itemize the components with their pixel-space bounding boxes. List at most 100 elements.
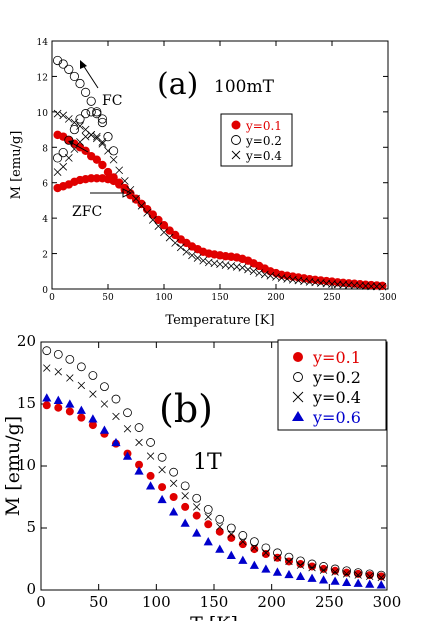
point-b-y06 (284, 569, 294, 579)
point-b-y02 (146, 438, 155, 447)
point-b-y04 (54, 368, 62, 376)
point-b-y04 (43, 364, 51, 372)
point-a-y02 (109, 146, 119, 156)
point-b-y06 (215, 544, 225, 553)
point-b-y01 (88, 421, 97, 430)
panel-a-y-tick-label: 4 (42, 215, 48, 225)
point-a-y02 (92, 107, 102, 117)
point-b-y02 (342, 566, 352, 576)
point-b-y02 (273, 548, 282, 558)
point-b-y06 (238, 555, 248, 564)
point-a-y02 (58, 59, 68, 69)
point-a-y02 (81, 87, 91, 97)
point-b-y04 (296, 561, 305, 569)
point-a-y04 (115, 166, 124, 175)
point-b-y02 (192, 493, 202, 503)
point-b-y01 (204, 520, 213, 529)
point-b-y01 (158, 483, 167, 492)
point-a-y04 (188, 251, 196, 260)
point-b-y04 (319, 566, 328, 574)
point-b-y04 (331, 568, 339, 576)
point-b-y02 (42, 346, 52, 356)
point-b-y04 (77, 381, 86, 390)
point-b-y04 (366, 572, 374, 581)
point-b-y01 (319, 564, 328, 573)
point-b-y04 (250, 544, 259, 552)
legend-a-y01-marker (231, 120, 241, 130)
point-a-y02 (86, 96, 96, 106)
point-b-y04 (89, 390, 97, 398)
point-b-y06 (203, 537, 213, 546)
point-b-y01 (42, 401, 51, 410)
point-b-y01 (181, 502, 190, 511)
panel-b-y-tick-label: 20 (17, 332, 36, 350)
point-a-y02 (69, 124, 80, 135)
point-b-y06 (261, 564, 271, 573)
panel-a-x-tick-label: 200 (267, 293, 284, 303)
panel-a-y-tick-label: 14 (37, 38, 49, 48)
point-b-y02 (134, 423, 144, 432)
point-a-y01 (103, 167, 113, 177)
point-a-y02 (64, 64, 74, 74)
legend-a-y04-label: y=0.4 (245, 149, 282, 163)
point-a-y02 (75, 114, 85, 124)
panel-a: 0 50 100 150 200 250 300 0 2 4 6 8 10 12 14 Temperatur… (9, 38, 397, 328)
point-b-y06 (122, 451, 133, 460)
point-a-y04 (171, 239, 180, 247)
panel-b-y-tick-label: 15 (17, 394, 36, 412)
panel-a-legend: y=0.1 y=0.2 y=0.4 (220, 113, 293, 167)
point-a-y02 (52, 55, 63, 66)
legend-b-y02-label: y=0.2 (312, 368, 361, 387)
point-a-y04 (64, 154, 73, 162)
point-a-y04 (76, 122, 84, 130)
panel-a-y-tick-label: 8 (42, 144, 48, 154)
panel-a-y-tick-label: 2 (42, 251, 48, 261)
point-a-y04 (176, 243, 185, 252)
point-b-y01 (65, 407, 74, 416)
point-b-y02 (376, 570, 386, 580)
panel-a-marks (52, 55, 387, 291)
point-a-y04 (53, 109, 62, 118)
point-a-y04 (193, 254, 202, 262)
point-b-y01 (169, 493, 178, 501)
fc-arrow-secondary-icon (68, 140, 89, 153)
point-b-y06 (65, 399, 75, 408)
panel-a-y-tick-label: 0 (42, 286, 48, 296)
point-b-y04 (354, 571, 362, 579)
zfc-annotation: ZFC (72, 204, 102, 220)
point-a-y04 (378, 282, 387, 291)
point-b-y02 (111, 394, 121, 404)
point-b-y01 (342, 568, 351, 577)
panel-b-y-tick-label: 10 (17, 456, 36, 474)
point-b-y02 (353, 568, 363, 578)
point-a-y04 (199, 256, 208, 265)
point-b-y01 (135, 460, 144, 469)
point-a-y04 (154, 222, 163, 230)
point-b-y02 (157, 452, 167, 462)
point-b-y01 (296, 559, 305, 568)
point-b-y04 (262, 549, 270, 557)
panel-b-x-tick-label: 200 (257, 593, 286, 611)
panel-b-x-tick-label: 150 (200, 593, 229, 611)
point-b-y06 (307, 573, 317, 582)
point-b-y04 (273, 554, 282, 562)
point-a-y02 (97, 114, 108, 124)
panel-b-x-tick-label: 300 (373, 593, 402, 611)
point-b-y04 (193, 503, 201, 511)
point-a-y04 (356, 281, 364, 290)
panel-b-legend: y=0.1 y=0.2 y=0.4 y=0.6 (277, 339, 387, 431)
panel-a-y-axis-label: M [emu/g] (9, 131, 24, 200)
point-a-y04 (120, 177, 129, 185)
panel-b-x-tick-label: 50 (89, 593, 108, 611)
point-b-y02 (53, 349, 63, 359)
point-a-y04 (148, 216, 157, 224)
point-a-y02 (103, 132, 113, 142)
panel-b-y-axis-label: M [emu/g] (2, 416, 24, 516)
point-b-y04 (285, 557, 293, 566)
point-b-y06 (330, 576, 340, 585)
point-a-y04 (137, 201, 146, 210)
point-b-y04 (146, 452, 155, 460)
point-b-y04 (158, 466, 166, 474)
panel-a-ticks (51, 40, 389, 290)
